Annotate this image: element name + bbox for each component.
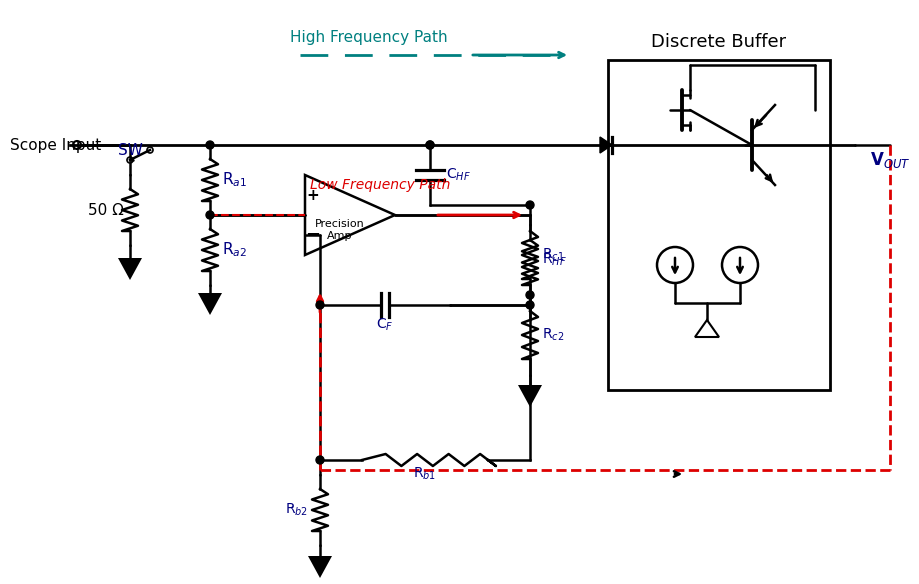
Circle shape: [206, 211, 214, 219]
Text: Discrete Buffer: Discrete Buffer: [651, 33, 786, 51]
Text: 50 Ω: 50 Ω: [88, 203, 124, 217]
Polygon shape: [517, 385, 541, 407]
Text: High Frequency Path: High Frequency Path: [289, 30, 448, 44]
Circle shape: [526, 291, 533, 299]
Circle shape: [526, 201, 533, 209]
Text: R$_{b2}$: R$_{b2}$: [285, 502, 308, 518]
Polygon shape: [599, 137, 611, 153]
Text: Scope Input: Scope Input: [10, 137, 101, 152]
Polygon shape: [308, 556, 332, 578]
Circle shape: [315, 301, 323, 309]
Circle shape: [425, 141, 434, 149]
Text: +: +: [306, 187, 319, 203]
Text: Low Frequency Path: Low Frequency Path: [310, 178, 450, 192]
Text: R$_{a2}$: R$_{a2}$: [221, 241, 246, 259]
Circle shape: [526, 301, 533, 309]
Text: R$_{a1}$: R$_{a1}$: [221, 171, 246, 189]
Text: V$_{OUT}$: V$_{OUT}$: [869, 150, 910, 170]
Polygon shape: [198, 293, 221, 315]
Text: Precision
Amp: Precision Amp: [315, 219, 365, 241]
Text: R$_{c2}$: R$_{c2}$: [541, 327, 563, 343]
Text: R$_{HF}$: R$_{HF}$: [541, 252, 566, 268]
Text: C$_{HF}$: C$_{HF}$: [446, 167, 471, 183]
Bar: [607, 60, 829, 390]
Circle shape: [206, 141, 214, 149]
Text: −: −: [305, 226, 320, 244]
Text: SW: SW: [118, 142, 142, 158]
Circle shape: [315, 456, 323, 464]
Text: C$_F$: C$_F$: [376, 317, 393, 333]
Text: R$_{c1}$: R$_{c1}$: [541, 247, 563, 263]
Text: R$_{b1}$: R$_{b1}$: [413, 466, 437, 482]
Polygon shape: [118, 258, 142, 280]
Circle shape: [425, 141, 434, 149]
